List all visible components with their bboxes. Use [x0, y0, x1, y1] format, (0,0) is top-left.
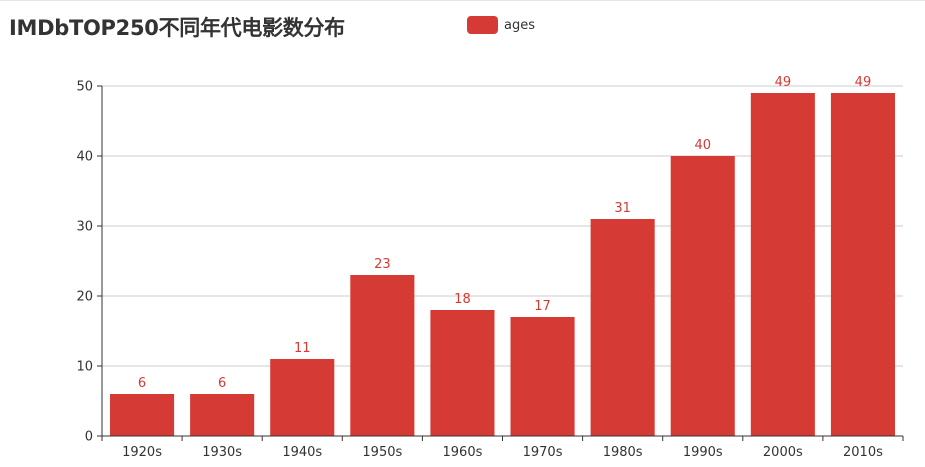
x-tick-label: 1930s: [202, 445, 242, 460]
chart-title: IMDbTOP250不同年代电影数分布: [9, 16, 345, 40]
legend-swatch[interactable]: [467, 16, 498, 34]
y-tick-label: 10: [76, 360, 93, 375]
y-tick-label: 40: [76, 150, 93, 165]
bar-1980s[interactable]: [590, 219, 655, 436]
legend-label: ages: [504, 17, 535, 33]
data-label-2000s: 49: [775, 75, 792, 90]
y-tick-label: 0: [85, 430, 93, 445]
x-tick-label: 2000s: [763, 445, 803, 460]
bars: [110, 93, 895, 436]
bar-1970s[interactable]: [510, 317, 575, 436]
data-label-2010s: 49: [855, 75, 872, 90]
x-tick-label: 1960s: [443, 445, 483, 460]
y-tick-label: 50: [76, 80, 93, 95]
bar-1940s[interactable]: [270, 359, 335, 436]
top-divider: [0, 0, 925, 1]
data-labels: 6 6 11 23 18 17 31 40 49 49: [138, 75, 871, 391]
x-tick-label: 1920s: [122, 445, 162, 460]
bar-2010s[interactable]: [830, 93, 895, 436]
y-tick-label: 30: [76, 220, 93, 235]
x-tick-label: 1940s: [282, 445, 322, 460]
x-tick-label: 2010s: [843, 445, 883, 460]
bar-1990s[interactable]: [670, 156, 735, 436]
axes: 0 10 20 30 40 50 1920s 1930s 1940s 1950s 1960s 1970…: [76, 80, 904, 460]
x-tick-label: 1990s: [683, 445, 723, 460]
data-label-1920s: 6: [138, 376, 146, 391]
data-label-1970s: 17: [534, 299, 551, 314]
data-label-1940s: 11: [294, 341, 311, 356]
bar-1930s[interactable]: [190, 394, 255, 436]
data-label-1990s: 40: [694, 138, 711, 153]
data-label-1960s: 18: [454, 292, 471, 307]
x-tick-label: 1970s: [523, 445, 563, 460]
x-tick-label: 1980s: [603, 445, 643, 460]
x-tick-label: 1950s: [362, 445, 402, 460]
data-label-1930s: 6: [218, 376, 226, 391]
data-label-1980s: 31: [614, 201, 631, 216]
bar-1960s[interactable]: [430, 310, 495, 436]
bar-1920s[interactable]: [110, 394, 175, 436]
y-tick-label: 20: [76, 290, 93, 305]
legend[interactable]: ages: [467, 16, 535, 34]
data-label-1950s: 23: [374, 257, 391, 272]
bar-2000s[interactable]: [750, 93, 815, 436]
bar-1950s[interactable]: [350, 275, 415, 436]
